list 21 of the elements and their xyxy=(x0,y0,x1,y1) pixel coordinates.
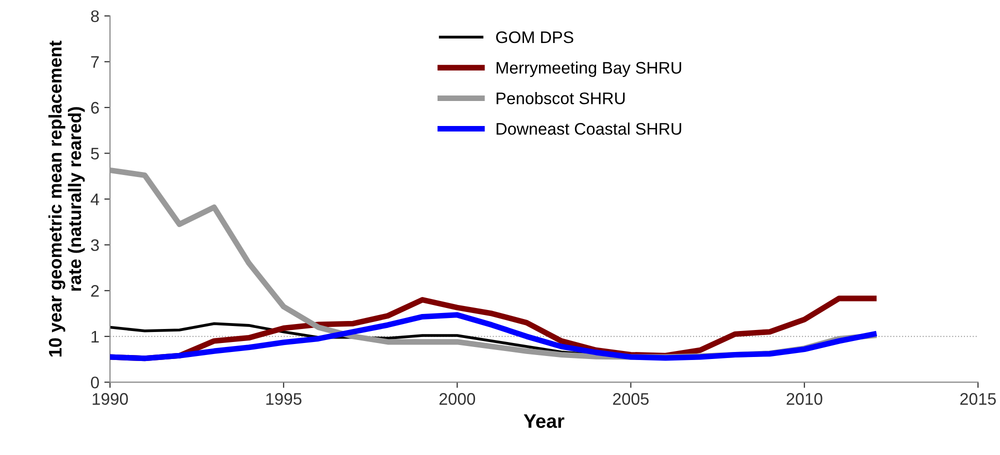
x-tick-label: 1990 xyxy=(92,393,128,405)
y-tick-label: 1 xyxy=(92,330,99,342)
y-tick-label: 4 xyxy=(90,194,100,206)
legend-label: GOM DPS xyxy=(496,31,574,44)
y-axis-title: 10 year geometric mean replacement rate (naturally reared) xyxy=(48,40,85,356)
y-tick-label: 0 xyxy=(90,376,99,388)
legend-label: Merrymeeting Bay SHRU xyxy=(496,61,682,77)
y-tick-label: 6 xyxy=(91,102,99,114)
legend-label: Downeast Coastal SHRU xyxy=(496,122,682,135)
x-tick-label: 2015 xyxy=(960,393,996,405)
x-tick-label: 2000 xyxy=(440,393,476,405)
x-tick-label: 2005 xyxy=(613,393,649,405)
y-tick-label: 7 xyxy=(91,56,99,68)
x-tick-label: 2010 xyxy=(786,393,822,405)
x-axis-title: Year xyxy=(524,414,564,428)
y-tick-label: 5 xyxy=(90,148,99,160)
y-tick-label: 2 xyxy=(91,285,99,297)
y-tick-label: 8 xyxy=(91,10,99,22)
y-tick-label: 3 xyxy=(90,239,99,252)
legend-label: Penobscot SHRU xyxy=(496,92,625,104)
x-tick-label: 1995 xyxy=(266,393,302,405)
